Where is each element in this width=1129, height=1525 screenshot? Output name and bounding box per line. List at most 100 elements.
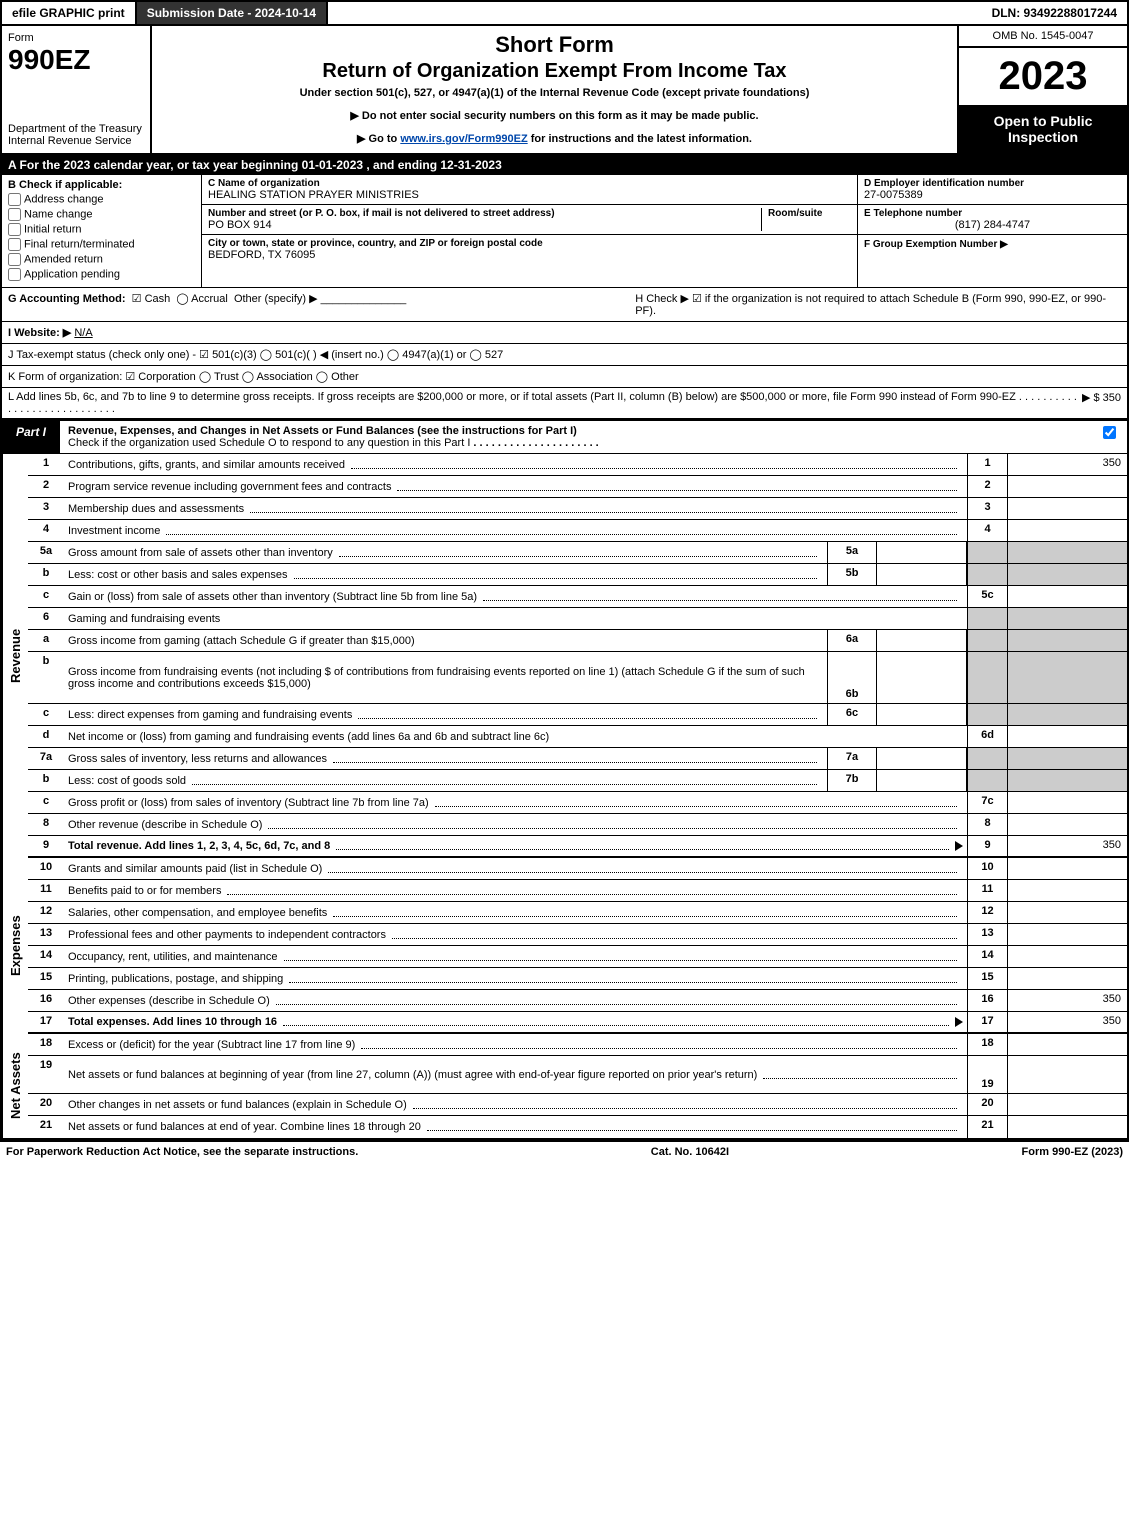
line-7a: 7aGross sales of inventory, less returns… [28,748,1127,770]
part1-checkbox[interactable] [1095,421,1127,453]
efile-print-button[interactable]: efile GRAPHIC print [2,2,137,24]
line-9: 9Total revenue. Add lines 1, 2, 3, 4, 5c… [28,836,1127,858]
b-header: B Check if applicable: [8,179,195,191]
line-8: 8Other revenue (describe in Schedule O)8 [28,814,1127,836]
line-16: 16Other expenses (describe in Schedule O… [28,990,1127,1012]
line-6d: dNet income or (loss) from gaming and fu… [28,726,1127,748]
l-line: L Add lines 5b, 6c, and 7b to line 9 to … [0,388,1129,419]
line-1: 1Contributions, gifts, grants, and simil… [28,454,1127,476]
i-label: I Website: ▶ [8,327,71,339]
page-footer: For Paperwork Reduction Act Notice, see … [0,1140,1129,1162]
k-line: K Form of organization: ☑ Corporation ◯ … [0,366,1129,388]
line-5a: 5aGross amount from sale of assets other… [28,542,1127,564]
line-17: 17Total expenses. Add lines 10 through 1… [28,1012,1127,1034]
dln: DLN: 93492288017244 [982,2,1127,24]
j-line: J Tax-exempt status (check only one) - ☑… [0,344,1129,366]
open-inspection: Open to Public Inspection [959,105,1127,153]
tax-year: 2023 [959,48,1127,105]
form-label: Form [8,32,144,44]
line-6b: bGross income from fundraising events (n… [28,652,1127,704]
section-b-cdef: B Check if applicable: Address change Na… [0,175,1129,288]
form-number: 990EZ [8,44,144,76]
c-name: HEALING STATION PRAYER MINISTRIES [208,189,851,201]
l-text: L Add lines 5b, 6c, and 7b to line 9 to … [8,391,1082,415]
org-name-field: C Name of organization HEALING STATION P… [202,175,857,205]
header-right: OMB No. 1545-0047 2023 Open to Public In… [957,26,1127,153]
net-assets-label: Net Assets [2,1034,28,1138]
c-addr: PO BOX 914 [208,219,761,231]
g-line: G Accounting Method: ☑ Cash ◯ Accrual Ot… [8,292,615,317]
short-form: Short Form [162,32,947,58]
line-2: 2Program service revenue including gover… [28,476,1127,498]
section-b: B Check if applicable: Address change Na… [2,175,202,287]
line-14: 14Occupancy, rent, utilities, and mainte… [28,946,1127,968]
cb-name-change[interactable]: Name change [8,208,195,221]
footer-mid: Cat. No. 10642I [651,1146,729,1158]
expenses-label: Expenses [2,858,28,1034]
omb-number: OMB No. 1545-0047 [959,26,1127,48]
c-addr-label: Number and street (or P. O. box, if mail… [208,208,761,219]
e-val: (817) 284-4747 [864,219,1121,231]
header-left: Form 990EZ Department of the Treasury In… [2,26,152,153]
line-4: 4Investment income4 [28,520,1127,542]
department: Department of the Treasury Internal Reve… [8,123,144,147]
c-name-label: C Name of organization [208,178,851,189]
l-amt: ▶ $ 350 [1082,391,1121,415]
footer-right: Form 990-EZ (2023) [1022,1146,1123,1158]
i-line: I Website: ▶ N/A [0,322,1129,344]
submission-date: Submission Date - 2024-10-14 [137,2,328,24]
cb-amended-return[interactable]: Amended return [8,253,195,266]
cb-initial-return[interactable]: Initial return [8,223,195,236]
section-def: D Employer identification number 27-0075… [857,175,1127,287]
irs-link[interactable]: www.irs.gov/Form990EZ [400,133,527,145]
section-gh: G Accounting Method: ☑ Cash ◯ Accrual Ot… [0,288,1129,322]
form-header: Form 990EZ Department of the Treasury In… [0,26,1129,155]
line-6: 6Gaming and fundraising events [28,608,1127,630]
line-5c: cGain or (loss) from sale of assets othe… [28,586,1127,608]
g-other: Other (specify) ▶ [234,293,318,305]
top-bar: efile GRAPHIC print Submission Date - 20… [0,0,1129,26]
line-11: 11Benefits paid to or for members11 [28,880,1127,902]
line-7c: cGross profit or (loss) from sales of in… [28,792,1127,814]
f-label: F Group Exemption Number ▶ [864,239,1008,250]
line-13: 13Professional fees and other payments t… [28,924,1127,946]
section-c: C Name of organization HEALING STATION P… [202,175,857,287]
h-line: H Check ▶ ☑ if the organization is not r… [635,292,1121,317]
group-exemption-field: F Group Exemption Number ▶ [858,235,1127,253]
part1-table: Revenue 1Contributions, gifts, grants, a… [0,454,1129,1140]
c-room-label: Room/suite [768,208,851,219]
part1-tag: Part I [2,421,60,453]
header-center: Short Form Return of Organization Exempt… [152,26,957,153]
g-cash: Cash [145,293,171,305]
line-10: 10Grants and similar amounts paid (list … [28,858,1127,880]
cb-final-return[interactable]: Final return/terminated [8,238,195,251]
spacer [328,2,981,24]
cb-address-change[interactable]: Address change [8,193,195,206]
phone-field: E Telephone number (817) 284-4747 [858,205,1127,235]
part1-sub: Check if the organization used Schedule … [68,437,470,449]
g-accrual: Accrual [191,293,228,305]
line-6a: aGross income from gaming (attach Schedu… [28,630,1127,652]
line-20: 20Other changes in net assets or fund ba… [28,1094,1127,1116]
cb-application-pending[interactable]: Application pending [8,268,195,281]
arrow-icon [955,1017,963,1027]
note-ssn: ▶ Do not enter social security numbers o… [162,109,947,122]
subtitle: Under section 501(c), 527, or 4947(a)(1)… [162,87,947,99]
line-6c: cLess: direct expenses from gaming and f… [28,704,1127,726]
line-18: 18Excess or (deficit) for the year (Subt… [28,1034,1127,1056]
address-field: Number and street (or P. O. box, if mail… [202,205,857,235]
line-21: 21Net assets or fund balances at end of … [28,1116,1127,1138]
return-title: Return of Organization Exempt From Incom… [162,60,947,83]
line-3: 3Membership dues and assessments3 [28,498,1127,520]
ein-field: D Employer identification number 27-0075… [858,175,1127,205]
arrow-icon [955,841,963,851]
note2-pre: ▶ Go to [357,133,400,145]
line-a: A For the 2023 calendar year, or tax yea… [0,155,1129,175]
revenue-label: Revenue [2,454,28,858]
c-city: BEDFORD, TX 76095 [208,249,851,261]
i-val: N/A [74,327,92,339]
note-link: ▶ Go to www.irs.gov/Form990EZ for instru… [162,132,947,145]
line-15: 15Printing, publications, postage, and s… [28,968,1127,990]
c-city-label: City or town, state or province, country… [208,238,851,249]
footer-left: For Paperwork Reduction Act Notice, see … [6,1146,358,1158]
